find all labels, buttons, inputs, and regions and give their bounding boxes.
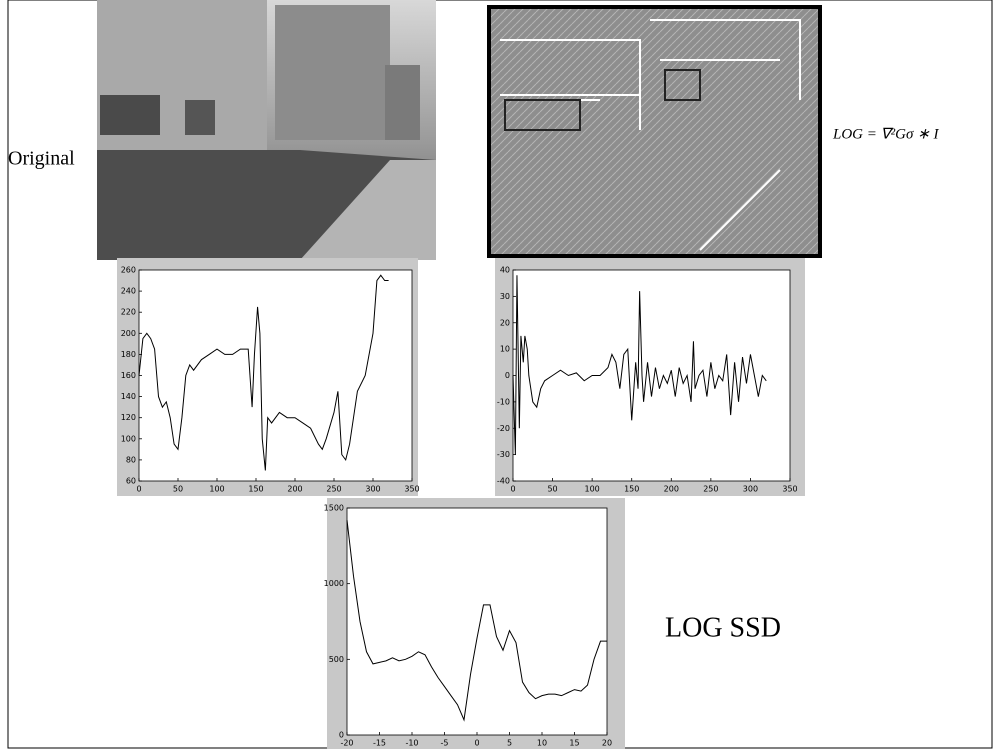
x-tick-label: 350 xyxy=(404,485,419,494)
y-tick-label: 200 xyxy=(121,329,136,338)
y-tick-label: 20 xyxy=(500,318,510,327)
chart: -20 -15 -10 -5 0 5 10 15 20 0 500 1000 1500 xyxy=(324,498,625,749)
y-tick-label: 180 xyxy=(121,350,136,359)
y-tick-label: 260 xyxy=(121,266,136,275)
y-tick-label: 40 xyxy=(500,266,510,275)
x-tick-label: 150 xyxy=(248,485,263,494)
y-tick-label: 140 xyxy=(121,392,136,401)
y-tick-label: -10 xyxy=(497,397,510,406)
plot-area xyxy=(347,508,607,735)
y-tick-label: -20 xyxy=(497,424,510,433)
x-tick-label: -5 xyxy=(441,739,449,748)
x-tick-label: -20 xyxy=(340,739,353,748)
chart: 0 50 100 150 200 250 300 350 60 80 100 120 140 160 180… xyxy=(117,258,420,496)
x-tick-label: 0 xyxy=(474,739,479,748)
x-tick-label: 300 xyxy=(365,485,380,494)
formula: LOG = ∇²Gσ ∗ I xyxy=(832,126,939,142)
y-tick-label: 160 xyxy=(121,371,136,380)
y-tick-label: 120 xyxy=(121,413,136,422)
x-tick-label: 200 xyxy=(664,485,679,494)
x-tick-label: 0 xyxy=(510,485,515,494)
y-tick-label: 1500 xyxy=(324,504,344,513)
x-tick-label: 200 xyxy=(287,485,302,494)
chart: 0 50 100 150 200 250 300 350 -40 -30 -20 -10 0 10 20 30… xyxy=(495,258,805,496)
y-tick-label: 80 xyxy=(126,455,136,464)
x-tick-label: 150 xyxy=(624,485,639,494)
y-tick-label: -40 xyxy=(497,477,510,486)
x-tick-label: 10 xyxy=(537,739,547,748)
x-tick-label: 100 xyxy=(209,485,224,494)
x-tick-label: 350 xyxy=(782,485,797,494)
y-tick-label: 0 xyxy=(505,371,510,380)
y-tick-label: 100 xyxy=(121,434,136,443)
caption: LOG SSD xyxy=(665,612,781,643)
x-tick-label: 300 xyxy=(743,485,758,494)
x-tick-label: -15 xyxy=(373,739,386,748)
x-tick-label: 100 xyxy=(585,485,600,494)
slide: Original LOG = ∇²Gσ ∗ I LOG SSD 05010015… xyxy=(0,0,994,749)
x-tick-label: 5 xyxy=(507,739,512,748)
y-tick-label: 500 xyxy=(329,655,344,664)
x-tick-label: 50 xyxy=(547,485,557,494)
plot-area xyxy=(513,270,790,481)
x-tick-label: -10 xyxy=(405,739,418,748)
y-tick-label: 10 xyxy=(500,345,510,354)
y-tick-label: -30 xyxy=(497,450,510,459)
y-tick-label: 1000 xyxy=(324,579,344,588)
y-tick-label: 240 xyxy=(121,287,136,296)
y-tick-label: 0 xyxy=(339,731,344,740)
original-label: Original xyxy=(8,148,75,170)
plot-area xyxy=(139,270,412,481)
x-tick-label: 250 xyxy=(703,485,718,494)
log-image xyxy=(487,5,822,258)
x-tick-label: 50 xyxy=(173,485,183,494)
y-tick-label: 220 xyxy=(121,308,136,317)
x-tick-label: 20 xyxy=(602,739,612,748)
y-tick-label: 30 xyxy=(500,292,510,301)
x-tick-label: 0 xyxy=(136,485,141,494)
x-tick-label: 250 xyxy=(326,485,341,494)
y-tick-label: 60 xyxy=(126,477,136,486)
original-photo xyxy=(97,0,436,260)
x-tick-label: 15 xyxy=(569,739,579,748)
